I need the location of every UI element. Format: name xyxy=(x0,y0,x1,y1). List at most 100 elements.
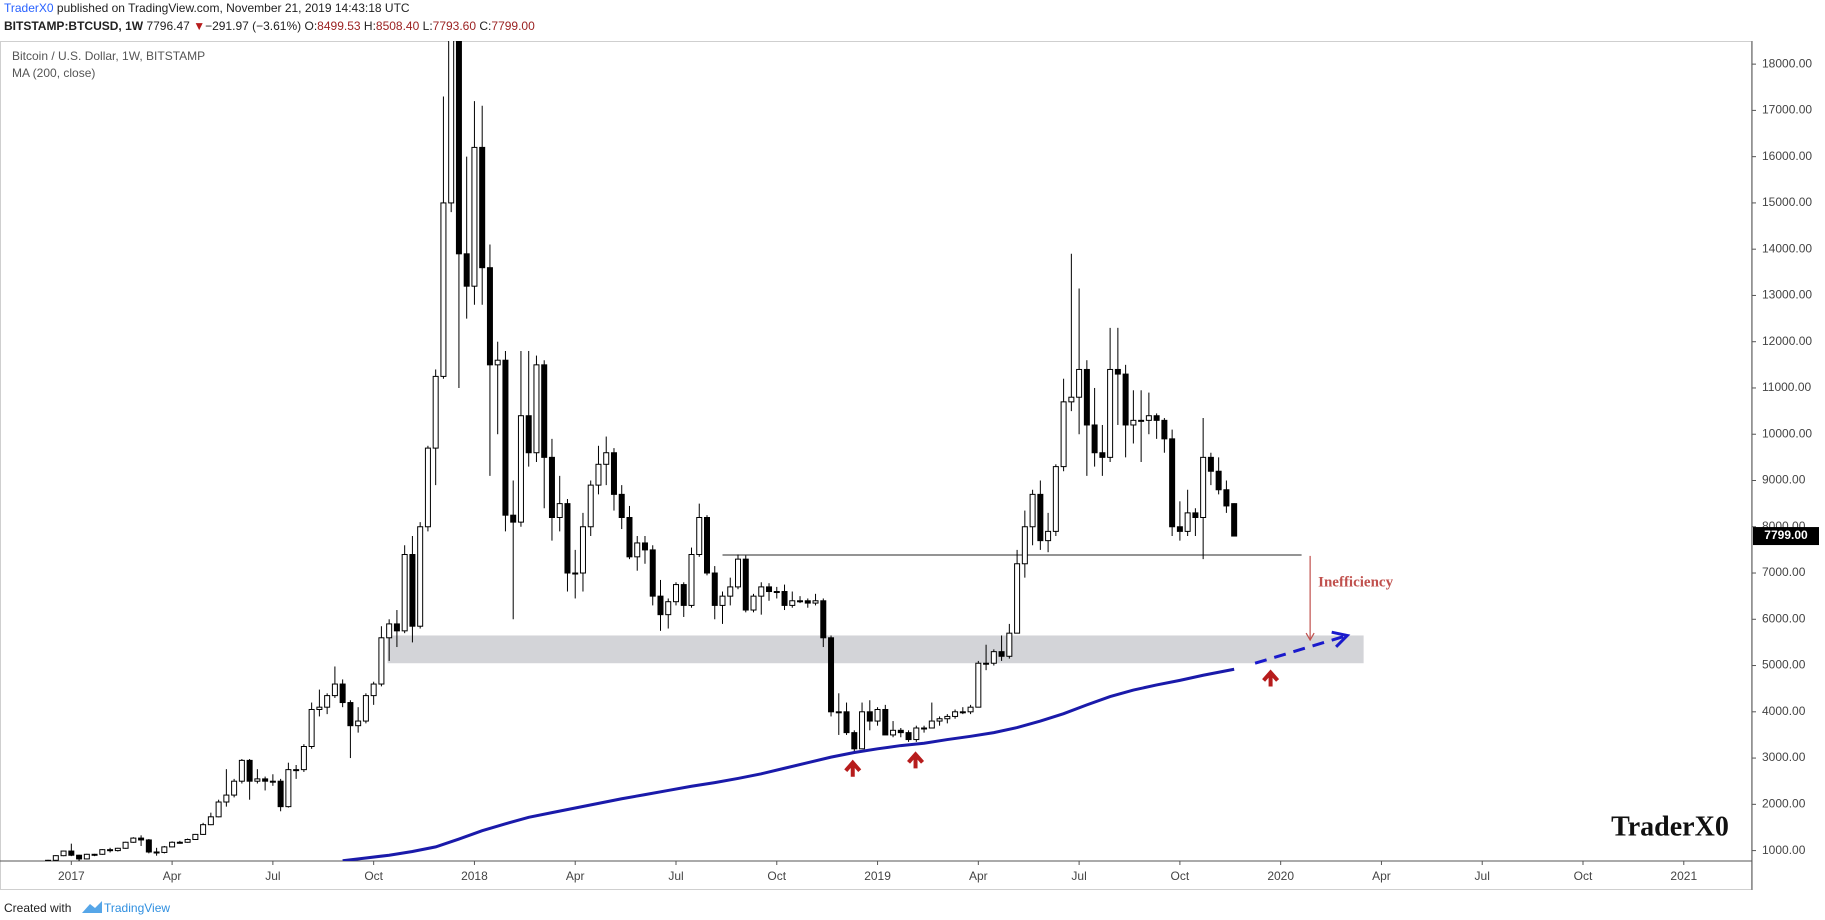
candle-body xyxy=(494,359,501,366)
y-tick-label: 5000.00 xyxy=(1762,658,1806,672)
candle-body xyxy=(975,662,982,708)
candle-body xyxy=(324,695,331,708)
candle-body xyxy=(424,447,431,528)
ohlc: O:8499.53 H:8508.40 L:7793.60 C:7799.00 xyxy=(305,19,535,33)
candle-body xyxy=(564,503,571,574)
candle-body xyxy=(533,364,540,454)
ohlc-value: 7799.00 xyxy=(491,19,535,33)
x-tick-label: Jul xyxy=(1475,869,1490,883)
candle-body xyxy=(316,706,323,710)
x-tick-label: Jul xyxy=(1071,869,1086,883)
candle-body xyxy=(711,572,718,606)
candle-body xyxy=(944,715,951,720)
footer-created: Created with xyxy=(4,901,71,915)
y-tick-label: 1000.00 xyxy=(1762,843,1806,857)
candle-body xyxy=(1052,466,1059,532)
ma-line xyxy=(342,667,1235,861)
candle-body xyxy=(1091,424,1098,454)
candle-body xyxy=(463,253,470,287)
candle-body xyxy=(331,683,338,697)
candle-body xyxy=(401,554,408,632)
candle-body xyxy=(130,837,137,843)
candle-body xyxy=(843,711,850,734)
candle-body xyxy=(91,853,98,856)
candle-body xyxy=(114,847,121,852)
brand-logo[interactable] xyxy=(82,901,102,913)
author[interactable]: TraderX0 xyxy=(4,1,54,15)
candle-body xyxy=(215,801,222,818)
candle-body xyxy=(556,503,563,519)
ohlc-value: 8499.53 xyxy=(317,19,361,33)
x-tick-label: Jul xyxy=(668,869,683,883)
candle-body xyxy=(719,595,726,606)
candle-body xyxy=(1076,368,1083,398)
candle-body xyxy=(417,526,424,627)
y-tick-label: 18000.00 xyxy=(1762,56,1812,70)
candle-body xyxy=(990,651,997,664)
y-tick-label: 16000.00 xyxy=(1762,149,1812,163)
y-tick-label: 15000.00 xyxy=(1762,195,1812,209)
candle-body xyxy=(1107,368,1114,458)
candle-body xyxy=(921,727,928,730)
footer-brand[interactable]: TradingView xyxy=(104,901,170,915)
x-tick-label: Apr xyxy=(566,869,585,883)
candle-body xyxy=(610,452,617,495)
candle-body xyxy=(812,600,819,604)
candle-body xyxy=(184,838,191,843)
frame xyxy=(0,41,1752,890)
support-zone xyxy=(387,635,1364,664)
y-tick-label: 7000.00 xyxy=(1762,565,1806,579)
candle-body xyxy=(300,746,307,771)
candle-body xyxy=(83,853,90,860)
candle-body xyxy=(696,517,703,556)
candle-body xyxy=(905,732,912,741)
header-line-2: BITSTAMP:BTCUSD, 1W 7796.47 ▼−291.97 (−3… xyxy=(4,19,535,33)
ohlc-value: 8508.40 xyxy=(375,19,420,33)
candle-body xyxy=(145,839,152,853)
candle-body xyxy=(471,146,478,287)
x-tick-label: Oct xyxy=(364,869,383,883)
candle-body xyxy=(641,542,648,551)
candle-body xyxy=(510,514,517,523)
candle-body xyxy=(308,708,315,748)
candle-body xyxy=(1207,456,1214,472)
candle-body xyxy=(409,554,416,627)
candle-body xyxy=(1083,368,1090,426)
bounce-marker xyxy=(1262,669,1280,687)
candle-body xyxy=(742,558,749,611)
candle-body xyxy=(1138,419,1145,422)
candle-body xyxy=(789,600,796,606)
watermark: TraderX0 xyxy=(1611,811,1729,842)
candle-body xyxy=(649,549,656,597)
candle-body xyxy=(1223,489,1230,507)
bounce-marker xyxy=(844,759,862,777)
bounce-marker xyxy=(907,751,925,769)
candle-body xyxy=(432,375,439,449)
symbol: BITSTAMP:BTCUSD, 1W xyxy=(4,19,144,33)
change-arrow: ▼ xyxy=(193,19,206,33)
candle-body xyxy=(766,586,773,593)
candle-body xyxy=(440,202,447,377)
ohlc-value: 7793.60 xyxy=(432,19,477,33)
y-tick-label: 3000.00 xyxy=(1762,750,1806,764)
plot xyxy=(45,41,1364,861)
candle-body xyxy=(1176,526,1183,532)
candle-body xyxy=(76,854,83,860)
candle-body xyxy=(347,702,354,727)
candle-body xyxy=(1153,415,1160,421)
candle-body xyxy=(153,851,160,854)
y-tick-label: 4000.00 xyxy=(1762,704,1806,718)
candle-body xyxy=(231,780,238,796)
candle-body xyxy=(704,517,711,574)
candle-body xyxy=(595,463,602,486)
x-tick-label: Oct xyxy=(767,869,786,883)
candle-body xyxy=(1099,452,1106,458)
candle-body xyxy=(773,591,780,594)
candle-body xyxy=(1184,512,1191,532)
candle-body xyxy=(998,651,1005,657)
candle-body xyxy=(161,846,168,853)
candle-body xyxy=(355,720,362,727)
candle-body xyxy=(68,850,75,856)
